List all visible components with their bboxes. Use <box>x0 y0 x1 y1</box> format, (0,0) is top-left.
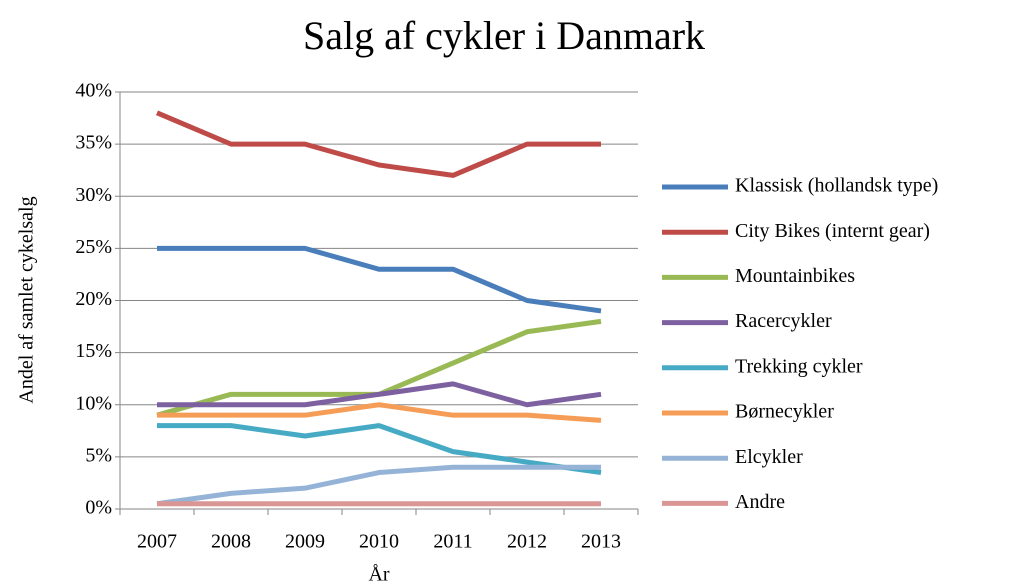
y-tick-label: 40% <box>75 80 112 102</box>
series-line <box>157 381 602 408</box>
y-tick-label: 20% <box>75 288 112 310</box>
x-tick-label: 2013 <box>581 531 621 553</box>
legend-label: Mountainbikes <box>735 265 855 287</box>
x-tick-label: 2012 <box>507 531 547 553</box>
legend-label: Klassisk (hollandsk type) <box>735 175 938 197</box>
x-tick-label: 2011 <box>433 531 472 553</box>
x-tick-label: 2009 <box>285 531 325 553</box>
y-axis-label: Andel af samlet cykelsalg <box>16 196 38 403</box>
y-tick-label: 25% <box>75 236 112 258</box>
y-tick-label: 0% <box>85 497 112 519</box>
chart-title: Salg af cykler i Danmark <box>303 13 705 58</box>
series-line <box>156 464 601 507</box>
x-tick-label: 2008 <box>211 531 251 553</box>
series-line <box>156 110 601 178</box>
y-tick-label: 35% <box>75 132 112 154</box>
x-axis-label: År <box>368 564 389 586</box>
legend-label: Børnecykler <box>735 401 834 423</box>
legend-label: City Bikes (internt gear) <box>735 220 930 242</box>
x-tick-label: 2010 <box>359 531 399 553</box>
y-tick-label: 10% <box>75 392 112 414</box>
series-line <box>157 423 602 475</box>
legend-label: Trekking cykler <box>735 355 863 377</box>
series-line <box>156 318 602 418</box>
series-line <box>157 245 602 314</box>
x-tick-label: 2007 <box>137 531 177 553</box>
y-tick-label: 15% <box>75 340 112 362</box>
legend-label: Racercykler <box>735 310 832 332</box>
y-tick-label: 5% <box>85 444 112 466</box>
legend-label: Andre <box>735 491 785 513</box>
legend-label: Elcykler <box>735 446 803 468</box>
y-tick-label: 30% <box>75 184 112 206</box>
series-line <box>157 402 602 423</box>
